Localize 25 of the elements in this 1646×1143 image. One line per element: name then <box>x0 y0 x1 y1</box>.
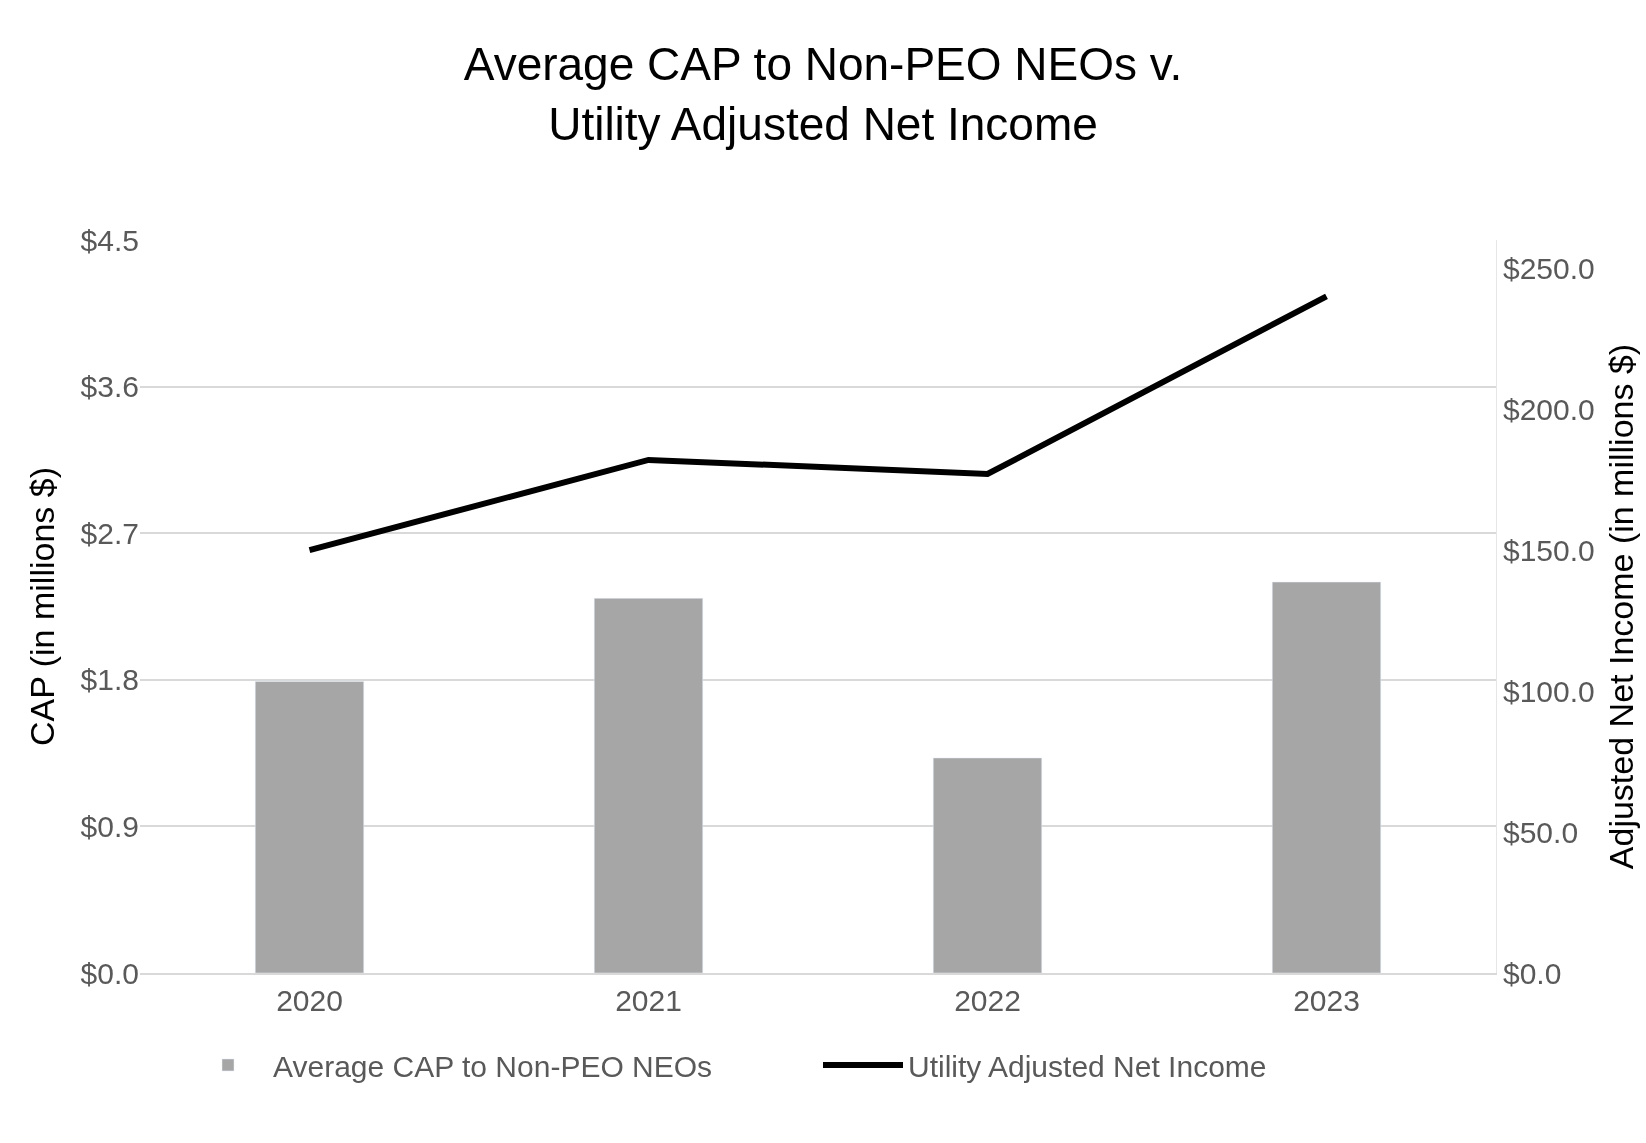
y2-tick-label: $0.0 <box>1503 956 1562 990</box>
y2-axis-title: Adjusted Net Income (in millions $) <box>1602 343 1641 870</box>
y-tick-label: $2.7 <box>80 516 139 550</box>
chart-title: Average CAP to Non-PEO NEOs v. Utility Adjusted Net Income <box>463 38 1183 150</box>
x-tick-label: 2022 <box>954 984 1021 1017</box>
y-tick-label: $0.9 <box>80 809 139 843</box>
legend-label: Utility Adjusted Net Income <box>908 1049 1267 1083</box>
y2-tick-label: $200.0 <box>1503 392 1595 426</box>
bar <box>1272 581 1381 973</box>
bar <box>594 598 703 973</box>
y2-tick-label: $250.0 <box>1503 251 1595 285</box>
y2-tick-label: $150.0 <box>1503 533 1595 567</box>
y-axis-title: CAP (in millions $) <box>23 466 62 747</box>
x-tick-label: 2020 <box>276 984 343 1017</box>
bar <box>255 681 364 973</box>
y-tick-label: $0.0 <box>80 956 139 990</box>
x-tick-label: 2023 <box>1293 984 1360 1017</box>
y-tick-label: $3.6 <box>80 370 139 404</box>
bar <box>933 757 1042 973</box>
y2-tick-label: $100.0 <box>1503 674 1595 708</box>
x-tick-label: 2021 <box>615 984 682 1017</box>
y-tick-label: $1.8 <box>80 663 139 697</box>
y-tick-label: $4.5 <box>80 223 139 257</box>
y2-tick-label: $50.0 <box>1503 815 1579 849</box>
legend-label: Average CAP to Non-PEO NEOs <box>273 1049 713 1083</box>
